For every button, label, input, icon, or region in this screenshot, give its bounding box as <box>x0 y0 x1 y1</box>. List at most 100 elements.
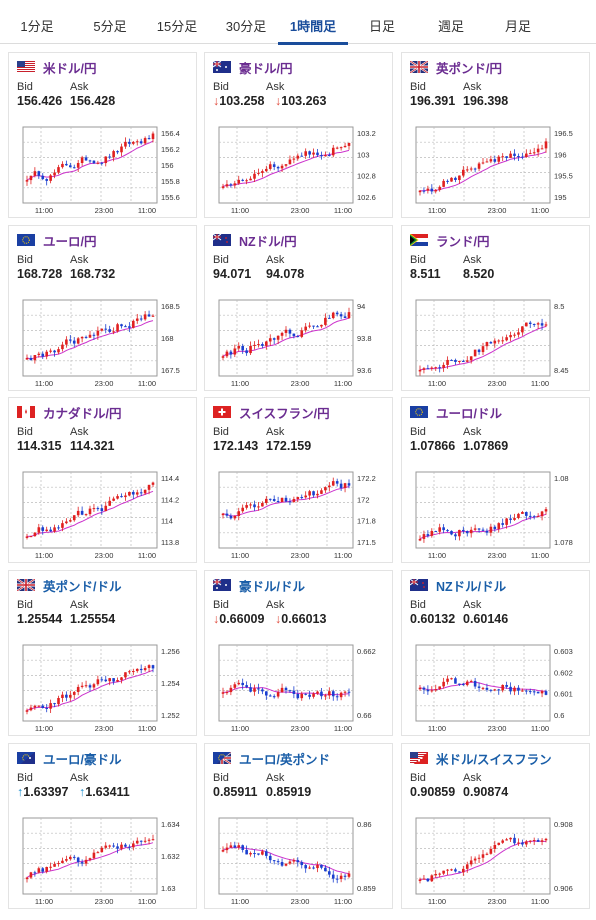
rate-card[interactable]: 豪ドル/ドル Bid Ask ↓0.66009 ↓0.66013 0.662 0.66 11:… <box>204 570 393 736</box>
price-chart[interactable]: 172.2 172 171.8 171.5 11:00 23:00 11:00 <box>205 466 392 562</box>
currency-pair-title[interactable]: スイスフラン/円 <box>213 404 330 421</box>
candle <box>335 481 339 484</box>
candle <box>343 316 347 319</box>
tab-3[interactable]: 15分足 <box>156 19 198 34</box>
tab-2[interactable]: 5分足 <box>93 19 127 34</box>
currency-pair-title[interactable]: カナダドル/円 <box>17 404 121 421</box>
rate-card[interactable]: スイスフラン/円 Bid Ask 172.143 172.159 172.2 172 171.… <box>204 397 393 563</box>
rate-card[interactable]: ランド/円 Bid Ask 8.511 8.520 8.5 8.45 11:00 23:00 11… <box>401 225 590 391</box>
tab-5[interactable]: 1時間足 <box>289 19 337 34</box>
rate-card[interactable]: NZドル/円 Bid Ask 94.071 94.078 94 93.8 93.6 11:00 2… <box>204 225 393 391</box>
candle <box>465 864 469 869</box>
candle <box>241 346 244 351</box>
candle <box>462 683 465 686</box>
candle <box>237 511 241 516</box>
candle <box>493 159 497 162</box>
rate-card[interactable]: 米ドル/スイスフラン Bid Ask 0.90859 0.90874 0.908 0.906… <box>401 743 590 909</box>
currency-pair-title[interactable]: ユーロ/豪ドル <box>17 750 121 767</box>
candle <box>61 344 64 350</box>
candle <box>268 164 272 169</box>
bid-value: ↓103.258 <box>213 94 264 108</box>
candle <box>147 484 151 490</box>
rate-card[interactable]: ユーロ/円 Bid Ask 168.728 168.732 168.5 168 167.5 11… <box>8 225 197 391</box>
rate-card[interactable]: カナダドル/円 Bid Ask 114.315 114.321 114.4 114.2 114… <box>8 397 197 563</box>
price-chart[interactable]: 1.08 1.078 11:00 23:00 11:00 <box>402 466 589 562</box>
rate-card[interactable]: ユーロ/豪ドル Bid Ask ↑1.63397 ↑1.63411 1.634 1.632 1… <box>8 743 197 909</box>
candle <box>65 859 68 861</box>
price-chart[interactable]: 114.4 114.2 114 113.8 11:00 23:00 11:00 <box>9 466 196 562</box>
currency-pair-title[interactable]: ユーロ/英ポンド <box>213 750 330 767</box>
tab-1[interactable]: 1分足 <box>20 19 54 34</box>
currency-pair-title[interactable]: 米ドル/スイスフラン <box>410 750 552 767</box>
currency-pair-title[interactable]: ユーロ/円 <box>17 232 96 249</box>
rate-card[interactable]: ユーロ/ドル Bid Ask 1.07866 1.07869 1.08 1.078 11:00… <box>401 397 590 563</box>
currency-pair-title[interactable]: 英ポンド/円 <box>410 59 502 76</box>
candle <box>112 498 115 501</box>
candle <box>61 860 64 864</box>
candle <box>284 863 288 866</box>
candle <box>442 870 445 874</box>
price-chart[interactable]: 196.5 196 195.5 195 11:00 23:00 11:00 <box>402 121 589 217</box>
price-chart[interactable]: 156.4 156.2 156 155.8 155.6 11:00 23:00 11:00 <box>9 121 196 217</box>
price-chart[interactable]: 0.908 0.906 11:00 23:00 11:00 <box>402 812 589 908</box>
price-chart[interactable]: 0.662 0.66 11:00 23:00 11:00 <box>205 639 392 735</box>
price-chart[interactable]: 1.634 1.632 1.63 11:00 23:00 11:00 <box>9 812 196 908</box>
rate-card[interactable]: 豪ドル/円 Bid Ask ↓103.258 ↓103.263 103.2 103 102.8… <box>204 52 393 218</box>
candle <box>120 844 123 849</box>
rate-card[interactable]: 英ポンド/ドル Bid Ask 1.25544 1.25554 1.256 1.254 1.2… <box>8 570 197 736</box>
rate-card[interactable]: 米ドル/円 Bid Ask 156.426 156.428 156.4 156.2 156 15… <box>8 52 197 218</box>
candle <box>481 346 485 353</box>
tab-4[interactable]: 30分足 <box>225 19 267 34</box>
currency-pair-title[interactable]: 英ポンド/ドル <box>17 577 121 594</box>
candle <box>489 689 493 691</box>
currency-pair-title[interactable]: NZドル/円 <box>213 232 297 249</box>
candle <box>418 687 422 690</box>
candle <box>272 338 276 340</box>
candle <box>493 526 497 529</box>
ask-value: 94.078 <box>266 267 304 281</box>
price-chart[interactable]: 8.5 8.45 11:00 23:00 11:00 <box>402 294 589 390</box>
candle <box>462 169 465 176</box>
candle <box>276 500 280 503</box>
currency-pair-title[interactable]: NZドル/ドル <box>410 577 507 594</box>
price-chart[interactable]: 168.5 168 167.5 11:00 23:00 11:00 <box>9 294 196 390</box>
candle <box>493 340 497 344</box>
currency-pair-title[interactable]: 米ドル/円 <box>17 59 96 76</box>
candle <box>76 510 80 516</box>
price-chart[interactable]: 0.86 0.859 11:00 23:00 11:00 <box>205 812 392 908</box>
currency-pair-title[interactable]: 豪ドル/ドル <box>213 577 305 594</box>
bid-label: Bid <box>17 599 33 611</box>
candle <box>124 844 127 847</box>
candle <box>268 498 272 500</box>
moving-average-line <box>419 325 547 371</box>
candle <box>92 508 96 510</box>
price-chart[interactable]: 103.2 103 102.8 102.6 11:00 23:00 11:00 <box>205 121 392 217</box>
candle <box>241 845 244 850</box>
ask-value-text: 1.63411 <box>85 785 130 799</box>
y-tick-label: 1.634 <box>161 820 180 829</box>
candle <box>132 491 135 495</box>
candle <box>128 141 131 144</box>
candle <box>292 499 296 502</box>
currency-pair-title[interactable]: 豪ドル/円 <box>213 59 292 76</box>
tab-8[interactable]: 月足 <box>504 19 531 34</box>
tab-7[interactable]: 週足 <box>437 19 464 34</box>
currency-pair-title[interactable]: ランド/円 <box>410 232 489 249</box>
candle <box>335 878 339 880</box>
price-chart[interactable]: 94 93.8 93.6 11:00 23:00 11:00 <box>205 294 392 390</box>
candle <box>304 693 307 695</box>
candle <box>61 694 64 699</box>
rate-card[interactable]: 英ポンド/円 Bid Ask 196.391 196.398 196.5 196 195.5 1… <box>401 52 590 218</box>
pair-name: NZドル/ドル <box>436 579 507 594</box>
rate-card[interactable]: ユーロ/英ポンド Bid Ask 0.85911 0.85919 0.86 0.859 11:… <box>204 743 393 909</box>
candle <box>37 171 41 176</box>
y-tick-label: 1.256 <box>161 647 180 656</box>
candle <box>308 325 311 327</box>
tab-6[interactable]: 日足 <box>368 19 395 34</box>
rate-card[interactable]: NZドル/ドル Bid Ask 0.60132 0.60146 0.603 0.602 0.6… <box>401 570 590 736</box>
candle <box>465 360 469 362</box>
currency-pair-title[interactable]: ユーロ/ドル <box>410 404 502 421</box>
price-chart[interactable]: 1.256 1.254 1.252 11:00 23:00 11:00 <box>9 639 196 735</box>
price-chart[interactable]: 0.603 0.602 0.601 0.6 11:00 23:00 11:00 <box>402 639 589 735</box>
plot-frame <box>415 471 551 549</box>
